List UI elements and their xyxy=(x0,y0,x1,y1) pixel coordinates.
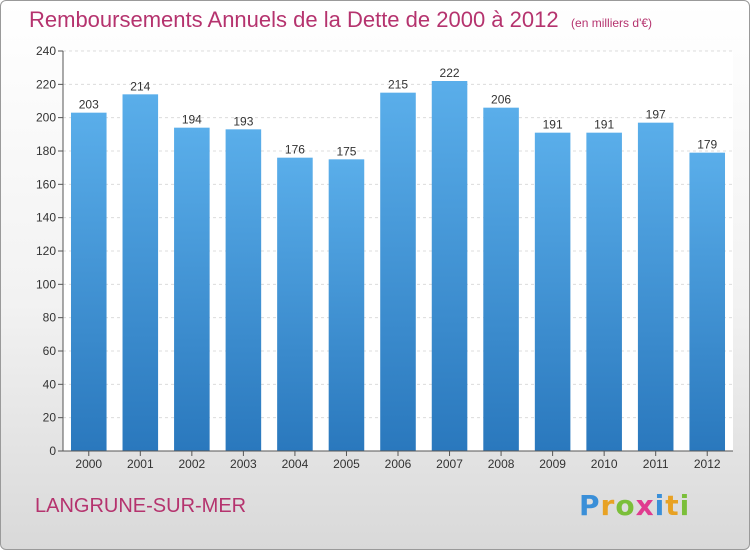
data-label-2000: 203 xyxy=(79,98,99,112)
commune-name: LANGRUNE-SUR-MER xyxy=(35,495,247,517)
y-tick-label: 20 xyxy=(43,411,57,425)
bar-2003 xyxy=(225,129,262,452)
title-row: Remboursements Annuels de la Dette de 20… xyxy=(29,7,652,33)
data-label-2003: 193 xyxy=(233,114,253,128)
data-label-2012: 179 xyxy=(697,138,717,152)
chart-title: Remboursements Annuels de la Dette de 20… xyxy=(29,7,559,32)
x-tick-label: 2002 xyxy=(178,457,205,471)
bar-2010 xyxy=(586,132,622,451)
logo-letter: P xyxy=(579,489,601,522)
x-tick-label: 2008 xyxy=(488,457,515,471)
logo-letter: x xyxy=(635,489,655,522)
x-tick-label: 2001 xyxy=(127,457,154,471)
bar-2002 xyxy=(174,127,210,452)
data-label-2010: 191 xyxy=(594,118,614,132)
x-tick-label: 2005 xyxy=(333,457,360,471)
logo-letter: o xyxy=(615,489,636,522)
y-tick-label: 100 xyxy=(36,277,56,291)
x-tick-label: 2007 xyxy=(436,457,463,471)
bar-2004 xyxy=(277,157,313,451)
logo-letter: i xyxy=(679,489,691,522)
logo-letter: r xyxy=(600,489,616,522)
bar-2011 xyxy=(637,122,674,452)
y-tick-label: 140 xyxy=(36,211,56,225)
x-tick-label: 2012 xyxy=(694,457,721,471)
data-label-2006: 215 xyxy=(388,78,408,92)
y-tick-label: 200 xyxy=(36,111,56,125)
bar-2012 xyxy=(689,152,726,451)
y-tick-label: 40 xyxy=(43,377,57,391)
y-tick-label: 240 xyxy=(36,44,56,58)
data-label-2007: 222 xyxy=(440,66,460,80)
y-tick-label: 80 xyxy=(43,311,57,325)
x-tick-label: 2003 xyxy=(230,457,257,471)
data-label-2011: 197 xyxy=(646,108,666,122)
data-label-2009: 191 xyxy=(543,118,563,132)
y-tick-label: 220 xyxy=(36,77,56,91)
data-label-2001: 214 xyxy=(130,79,150,93)
y-tick-label: 160 xyxy=(36,177,56,191)
x-tick-label: 2004 xyxy=(282,457,309,471)
chart-unit-note: (en milliers d'€) xyxy=(571,16,653,30)
y-tick-label: 0 xyxy=(49,444,56,458)
proxiti-logo: Proxiti xyxy=(579,489,690,522)
logo-letter: t xyxy=(665,489,680,522)
y-tick-label: 60 xyxy=(43,344,57,358)
logo-letter: i xyxy=(654,489,666,522)
y-tick-label: 180 xyxy=(36,144,56,158)
data-label-2004: 176 xyxy=(285,143,305,157)
data-label-2005: 175 xyxy=(336,144,356,158)
bar-2009 xyxy=(534,132,571,451)
x-tick-label: 2010 xyxy=(591,457,618,471)
data-label-2002: 194 xyxy=(182,113,202,127)
bar-2006 xyxy=(380,92,416,452)
y-tick-label: 120 xyxy=(36,244,56,258)
bar-2008 xyxy=(483,107,519,452)
bar-2007 xyxy=(431,81,468,451)
x-tick-label: 2009 xyxy=(539,457,566,471)
x-tick-label: 2011 xyxy=(643,457,669,471)
bar-2001 xyxy=(122,94,159,451)
data-label-2008: 206 xyxy=(491,93,511,107)
x-tick-label: 2006 xyxy=(385,457,412,471)
x-tick-label: 2000 xyxy=(75,457,102,471)
bar-2005 xyxy=(328,159,365,452)
bar-2000 xyxy=(70,112,107,452)
